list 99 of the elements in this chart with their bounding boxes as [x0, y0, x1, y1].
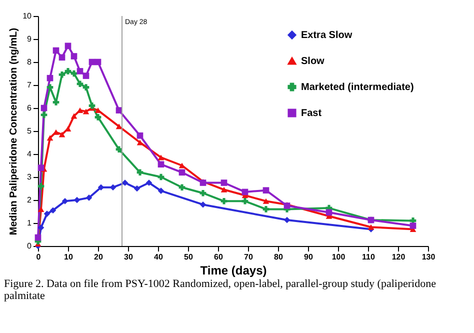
- y-tick-label: 0: [27, 242, 32, 250]
- point: [88, 102, 96, 109]
- point: [70, 53, 78, 60]
- point: [46, 84, 54, 90]
- point: [44, 210, 50, 217]
- x-tick-label: 20: [94, 252, 104, 262]
- point: [38, 183, 44, 190]
- point: [134, 185, 140, 192]
- point: [58, 54, 66, 61]
- point: [146, 180, 152, 186]
- point: [94, 58, 102, 66]
- point: [82, 108, 90, 114]
- point: [136, 140, 144, 146]
- point: [76, 108, 84, 114]
- point: [116, 146, 122, 153]
- point: [158, 161, 164, 168]
- point: [98, 184, 104, 191]
- point: [64, 68, 72, 74]
- y-axis-title: Median Paliperidone Concentration (ng/mL): [8, 28, 20, 236]
- point: [242, 188, 248, 196]
- y-tick-label: 6: [27, 104, 32, 112]
- point: [52, 47, 60, 54]
- point: [178, 184, 186, 191]
- point: [284, 216, 290, 224]
- point: [262, 206, 270, 212]
- point: [58, 132, 66, 138]
- point: [178, 162, 186, 168]
- point: [94, 114, 102, 120]
- point: [220, 198, 228, 204]
- x-tick-label: 0: [36, 252, 42, 262]
- y-tick-label: 4: [27, 150, 32, 158]
- x-tick-label: 10: [64, 252, 74, 262]
- point: [76, 68, 84, 74]
- x-tick-label: 130: [422, 252, 436, 262]
- point: [158, 154, 164, 160]
- point: [262, 198, 270, 204]
- point: [136, 132, 144, 139]
- point: [52, 129, 60, 135]
- point: [158, 174, 164, 180]
- point: [40, 104, 48, 112]
- x-tick-label: 70: [244, 252, 254, 262]
- point: [200, 201, 206, 208]
- point: [58, 71, 66, 78]
- x-tick-label: 50: [184, 252, 194, 262]
- point: [178, 169, 186, 176]
- point: [158, 188, 164, 194]
- x-tick-label: 100: [332, 252, 346, 262]
- point: [116, 124, 122, 130]
- point: [52, 99, 60, 106]
- y-tick-label: 10: [22, 12, 32, 20]
- point: [410, 222, 416, 229]
- legend-label: Slow: [301, 56, 325, 67]
- point: [220, 186, 228, 192]
- point: [86, 194, 92, 201]
- x-tick-label: 30: [124, 252, 134, 262]
- x-tick-label: 90: [304, 252, 314, 262]
- point: [64, 42, 72, 50]
- point: [262, 187, 270, 194]
- point: [74, 196, 80, 204]
- point: [220, 180, 228, 186]
- point: [70, 113, 78, 119]
- legend-label: Marketed (intermediate): [301, 82, 414, 93]
- point: [46, 74, 54, 82]
- y-tick-label: 3: [27, 172, 32, 182]
- x-tick-label: 40: [154, 252, 164, 262]
- y-tick-label: 7: [27, 80, 32, 90]
- point: [38, 224, 44, 231]
- point: [200, 190, 206, 196]
- point: [40, 112, 48, 118]
- point: [326, 209, 332, 216]
- point: [62, 198, 68, 204]
- point: [82, 84, 90, 90]
- y-tick-label: 1: [27, 218, 32, 228]
- point: [64, 126, 72, 132]
- point: [70, 70, 78, 77]
- point: [46, 135, 54, 141]
- x-tick-label: 110: [362, 252, 376, 262]
- point: [110, 184, 116, 191]
- x-tick-label: 80: [274, 252, 284, 262]
- x-tick-label: 60: [214, 252, 224, 262]
- x-tick-label: 120: [392, 252, 406, 262]
- point: [242, 198, 248, 204]
- point: [50, 207, 56, 214]
- y-tick-label: 5: [27, 126, 32, 136]
- point: [38, 206, 44, 212]
- y-tick-label: 8: [27, 58, 32, 66]
- point: [34, 234, 42, 241]
- point: [88, 58, 96, 66]
- legend-label: Fast: [301, 108, 322, 119]
- point: [368, 224, 374, 230]
- x-axis-title: Time (days): [200, 264, 267, 278]
- point: [76, 80, 84, 88]
- y-tick-label: 9: [27, 34, 32, 44]
- point: [136, 169, 144, 176]
- y-tick-label: 2: [27, 196, 32, 204]
- caption: Figure 2. Data on file from PSY-1002 Randomized, open-label, parallel-group study (paliperidone palmitate: [4, 278, 437, 302]
- point: [82, 72, 90, 79]
- legend-label: Extra Slow: [301, 30, 352, 41]
- point: [38, 164, 44, 171]
